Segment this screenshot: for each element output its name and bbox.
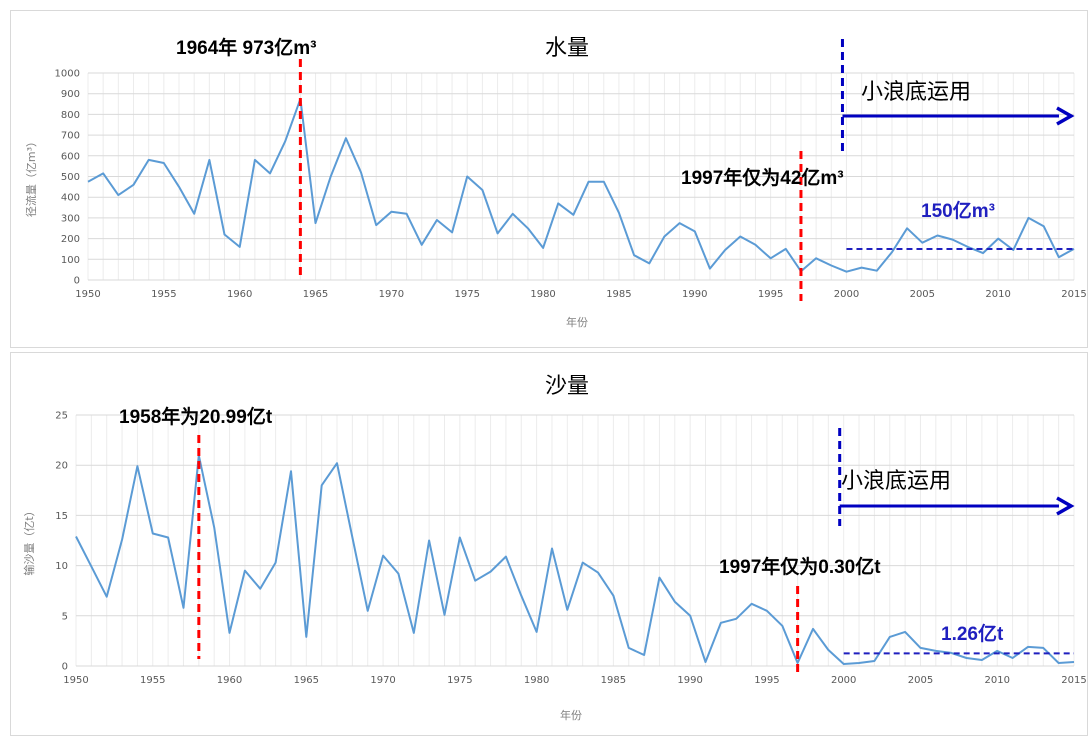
operation-label: 小浪底运用 (861, 80, 971, 105)
x-tick-label: 1965 (294, 675, 319, 686)
x-tick-label: 2015 (1061, 289, 1086, 300)
x-tick-label: 1980 (524, 675, 549, 686)
series-line (87, 97, 1075, 273)
y-tick-label: 20 (55, 461, 68, 472)
x-tick-label: 1960 (227, 289, 252, 300)
x-tick-label: 1955 (151, 289, 176, 300)
y-tick-label: 300 (61, 213, 80, 224)
y-tick-label: 400 (61, 193, 80, 204)
series-line (75, 454, 1075, 665)
x-tick-label: 1970 (370, 675, 395, 686)
x-axis-title: 年份 (566, 315, 588, 329)
x-tick-label: 2010 (985, 289, 1010, 300)
operation-label: 小浪底运用 (841, 469, 951, 494)
x-tick-label: 2000 (834, 289, 859, 300)
sediment-chart: 0 5 10 15 20 25 1950 1955 1960 1965 1970 1975 1980 19… (22, 374, 1087, 722)
y-tick-label: 100 (61, 255, 80, 266)
y-tick-label: 600 (61, 151, 80, 162)
x-tick-label: 1995 (758, 289, 783, 300)
annotation-label: 1997年仅为0.30亿t (719, 555, 881, 578)
chart-title: 水量 (545, 36, 589, 61)
x-tick-label: 2005 (910, 289, 935, 300)
x-tick-label: 2010 (985, 675, 1010, 686)
runoff-chart-panel: 0 100 200 300 400 500 600 700 800 900 1000 1950 1955… (10, 10, 1088, 348)
y-tick-label: 700 (61, 131, 80, 142)
x-tick-label: 1960 (217, 675, 242, 686)
annotation-label: 1997年仅为42亿m³ (681, 166, 844, 189)
chart-title: 沙量 (545, 374, 589, 399)
y-tick-label: 25 (55, 411, 68, 422)
annotation-label: 1964年 973亿m³ (176, 36, 316, 59)
x-tick-label: 1950 (63, 675, 88, 686)
y-tick-label: 800 (61, 110, 80, 121)
x-axis-title: 年份 (560, 708, 582, 722)
y-axis-title: 输沙量（亿t） (22, 505, 36, 575)
x-tick-label: 1975 (455, 289, 480, 300)
x-tick-label: 1985 (606, 289, 631, 300)
annotation-label: 1958年为20.99亿t (119, 405, 273, 428)
x-tick-label: 1980 (530, 289, 555, 300)
x-tick-label: 1990 (682, 289, 707, 300)
y-tick-label: 15 (55, 511, 68, 522)
y-axis-title: 径流量（亿m³） (24, 136, 38, 217)
x-tick-label: 1990 (677, 675, 702, 686)
x-tick-label: 2000 (831, 675, 856, 686)
x-tick-label: 1995 (754, 675, 779, 686)
x-tick-label: 1975 (447, 675, 472, 686)
x-tick-label: 2005 (908, 675, 933, 686)
x-tick-label: 2015 (1061, 675, 1086, 686)
y-tick-label: 1000 (55, 69, 80, 80)
average-label: 1.26亿t (941, 622, 1004, 645)
y-tick-label: 500 (61, 172, 80, 183)
average-label: 150亿m³ (921, 199, 995, 222)
y-tick-label: 0 (74, 276, 80, 287)
y-tick-label: 900 (61, 89, 80, 100)
x-tick-label: 1965 (303, 289, 328, 300)
x-tick-label: 1970 (379, 289, 404, 300)
x-tick-label: 1985 (601, 675, 626, 686)
operation-arrow-head (1056, 106, 1075, 126)
y-tick-label: 200 (61, 234, 80, 245)
x-tick-label: 1950 (75, 289, 100, 300)
operation-arrow-head (1056, 496, 1075, 516)
x-tick-label: 1955 (140, 675, 165, 686)
y-tick-label: 5 (62, 611, 68, 622)
y-tick-label: 10 (55, 561, 68, 572)
runoff-chart: 0 100 200 300 400 500 600 700 800 900 1000 1950 1955… (24, 36, 1087, 329)
sediment-chart-panel: 0 5 10 15 20 25 1950 1955 1960 1965 1970 1975 1980 19… (10, 352, 1088, 736)
y-tick-label: 0 (62, 662, 68, 673)
